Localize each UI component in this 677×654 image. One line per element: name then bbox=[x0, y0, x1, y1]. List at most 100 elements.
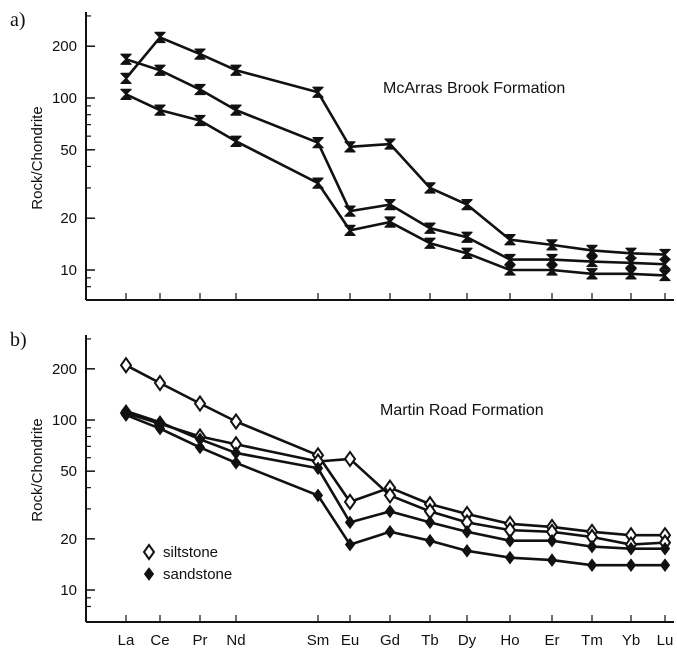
data-point-b-2-Eu bbox=[343, 450, 357, 468]
data-point-a-1-Nd bbox=[230, 64, 242, 76]
data-point-a-2-Nd bbox=[230, 104, 242, 116]
y-tick-label: 20 bbox=[60, 210, 77, 227]
data-point-b-2-Gd bbox=[383, 486, 397, 505]
data-point-b-1-Nd bbox=[229, 412, 243, 431]
series-line-b-4 bbox=[125, 413, 665, 567]
series-line-a-1 bbox=[124, 36, 666, 256]
data-point-b-4-Lu bbox=[659, 558, 671, 572]
panel-title-b: Martin Road Formation bbox=[380, 402, 544, 419]
data-point-a-2-Pr bbox=[194, 83, 206, 96]
data-point-b-4-Dy bbox=[461, 543, 473, 558]
data-point-a-3-Tm bbox=[586, 268, 598, 280]
x-tick-label-Tm: Tm bbox=[581, 632, 603, 649]
series-line-a-2 bbox=[125, 58, 666, 266]
y-tick-label: 100 bbox=[52, 90, 77, 107]
data-point-a-1-Pr bbox=[194, 48, 206, 60]
data-point-b-3-Gd bbox=[384, 504, 396, 519]
x-tick-label-Ce: Ce bbox=[150, 632, 169, 649]
data-point-a-3-Lu bbox=[659, 269, 671, 282]
data-point-a-3-Er bbox=[546, 264, 558, 276]
data-point-a-1-La bbox=[120, 72, 132, 85]
data-point-b-3-Dy bbox=[461, 524, 473, 539]
x-tick-label-Tb: Tb bbox=[421, 632, 439, 649]
series-line-a-3 bbox=[125, 93, 666, 277]
data-point-b-4-Sm bbox=[312, 488, 324, 503]
data-point-a-3-Ho bbox=[504, 264, 516, 276]
data-point-b-3-Tb bbox=[424, 515, 436, 530]
data-point-b-3-Ho bbox=[504, 533, 516, 548]
data-point-b-4-Ho bbox=[504, 550, 516, 565]
x-tick-label-Ho: Ho bbox=[500, 632, 519, 649]
data-point-a-2-Sm bbox=[312, 137, 324, 149]
data-point-a-3-Eu bbox=[344, 224, 356, 237]
x-tick-label-Er: Er bbox=[545, 632, 560, 649]
data-point-b-3-Tm bbox=[586, 539, 598, 554]
data-point-a-3-Tb bbox=[424, 237, 436, 249]
data-point-a-2-Tm bbox=[586, 255, 598, 268]
data-point-b-1-Pr bbox=[193, 394, 207, 413]
panel-a: a) 10 20 50 100 200 Rock/Chondrite McArras Broo… bbox=[10, 9, 674, 301]
data-point-a-1-Sm bbox=[312, 86, 324, 98]
x-axis-tick-labels: La Ce Pr Nd Sm Eu Gd Tb Dy Ho Er Tm Yb Lu bbox=[118, 632, 674, 649]
data-point-a-3-Nd bbox=[230, 135, 242, 147]
x-tick-label-Sm: Sm bbox=[307, 632, 330, 649]
data-point-b-4-Yb bbox=[625, 558, 637, 572]
y-tick-label: 50 bbox=[60, 463, 77, 480]
series-line-b-2 bbox=[125, 411, 666, 546]
series-line-b-3 bbox=[125, 409, 665, 550]
x-tick-label-Yb: Yb bbox=[622, 632, 640, 649]
y-tick-label: 50 bbox=[60, 142, 77, 159]
x-tick-label-Nd: Nd bbox=[226, 632, 245, 649]
data-point-a-1-Tm bbox=[586, 244, 598, 257]
data-point-a-2-Eu bbox=[344, 205, 356, 217]
legend-marker-siltstone bbox=[142, 543, 156, 561]
y-tick-label: 100 bbox=[52, 412, 77, 429]
legend-label-siltstone: siltstone bbox=[163, 544, 218, 561]
data-point-a-2-Ce bbox=[154, 64, 166, 76]
x-tick-label-La: La bbox=[118, 632, 135, 649]
data-point-a-2-Tb bbox=[424, 222, 436, 234]
data-point-a-2-Gd bbox=[384, 198, 396, 211]
data-point-b-4-Ce bbox=[154, 421, 166, 436]
data-point-a-3-Dy bbox=[461, 247, 473, 259]
data-point-a-3-Ce bbox=[154, 104, 166, 116]
data-point-a-3-Sm bbox=[312, 177, 324, 189]
x-tick-label-Eu: Eu bbox=[341, 632, 359, 649]
data-point-b-4-Er bbox=[546, 553, 558, 567]
data-point-a-1-Dy bbox=[461, 198, 473, 211]
x-tick-label-Gd: Gd bbox=[380, 632, 400, 649]
data-point-b-4-Pr bbox=[194, 440, 206, 455]
data-point-b-4-La bbox=[120, 408, 132, 422]
data-point-b-3-Lu bbox=[659, 541, 671, 556]
y-axis-label: Rock/Chondrite bbox=[29, 106, 46, 209]
y-tick-label: 10 bbox=[60, 582, 77, 599]
data-point-a-2-Yb bbox=[625, 257, 637, 269]
x-tick-label-Dy: Dy bbox=[458, 632, 477, 649]
y-axis-label: Rock/Chondrite bbox=[29, 418, 46, 521]
data-point-b-4-Gd bbox=[384, 524, 396, 539]
data-point-b-3-Sm bbox=[312, 461, 324, 476]
data-point-b-4-Tm bbox=[586, 558, 598, 572]
legend-label-sandstone: sandstone bbox=[163, 566, 232, 583]
data-point-a-2-Dy bbox=[461, 231, 473, 243]
data-point-b-3-Eu bbox=[344, 515, 356, 530]
panel-b: b) 10 20 50 100 200 Rock/Chondrite Martin Road … bbox=[10, 329, 674, 623]
data-point-a-1-Ce bbox=[154, 31, 166, 44]
data-point-b-4-Eu bbox=[344, 537, 356, 552]
data-point-b-4-Tb bbox=[424, 533, 436, 548]
y-tick-label: 200 bbox=[52, 38, 77, 55]
data-point-a-1-Gd bbox=[384, 138, 396, 150]
data-point-a-3-La bbox=[120, 88, 132, 101]
y-tick-label: 20 bbox=[60, 531, 77, 548]
data-point-a-1-Tb bbox=[424, 182, 436, 194]
series-line-b-1 bbox=[125, 364, 665, 537]
panel-title-a: McArras Brook Formation bbox=[383, 80, 565, 97]
data-point-a-3-Pr bbox=[194, 114, 206, 127]
y-tick-label: 10 bbox=[60, 262, 77, 279]
legend-marker-sandstone bbox=[143, 567, 155, 581]
panel-label-b: b) bbox=[10, 329, 27, 351]
panel-label-a: a) bbox=[10, 9, 26, 31]
data-point-a-1-Ho bbox=[504, 234, 516, 246]
x-tick-label-Pr: Pr bbox=[193, 632, 208, 649]
